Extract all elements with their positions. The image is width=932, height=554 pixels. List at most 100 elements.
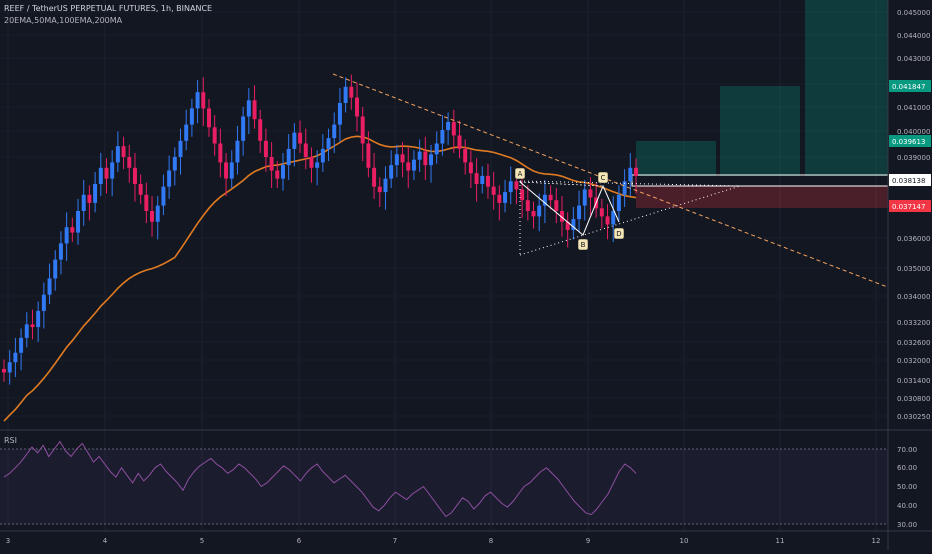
time-tick-2: 5	[200, 537, 204, 545]
candle-106	[605, 204, 610, 240]
pattern-point-B: B	[577, 238, 589, 251]
candle-body	[616, 194, 621, 211]
time-tick-7: 10	[680, 537, 689, 545]
candle-27	[155, 196, 160, 240]
rsi-band	[0, 449, 888, 524]
candle-18	[104, 158, 109, 194]
pattern-point-C: C	[597, 171, 609, 184]
candle-19	[110, 150, 115, 197]
price-label-1: 0.039613	[889, 135, 931, 147]
candle-40	[229, 150, 234, 189]
candle-37	[212, 115, 217, 156]
price-label-bg	[889, 135, 931, 147]
pattern-point-D: D	[613, 227, 625, 240]
candle-51	[292, 123, 297, 167]
candle-13	[76, 198, 81, 245]
candle-93	[531, 201, 536, 229]
candle-body	[269, 157, 274, 171]
candle-body	[36, 310, 41, 328]
candle-body	[70, 227, 75, 233]
candle-body	[246, 100, 251, 117]
candle-body	[468, 162, 473, 174]
candle-88	[503, 179, 508, 213]
price-label-0: 0.041847	[889, 80, 931, 92]
candle-60	[343, 77, 348, 113]
candle-42	[241, 107, 246, 156]
candle-46	[263, 128, 268, 172]
candle-10	[58, 231, 63, 275]
rsi-label: RSI	[4, 436, 17, 445]
candle-body	[571, 219, 576, 230]
price-tick-11: 0.032600	[897, 339, 930, 347]
candle-body	[58, 243, 63, 260]
candle-body	[577, 205, 582, 220]
time-tick-6: 9	[586, 537, 590, 545]
candle-25	[144, 182, 149, 224]
candle-body	[252, 100, 257, 120]
candle-1	[7, 350, 12, 385]
price-label-3: 0.037147	[889, 200, 931, 212]
candle-body	[451, 121, 456, 136]
candle-body	[309, 157, 314, 168]
candle-body	[76, 211, 81, 233]
candle-body	[155, 205, 160, 222]
trend-lines	[332, 73, 891, 289]
candle-body	[201, 92, 206, 109]
indicator-list[interactable]: 20EMA,50MA,100EMA,200MA	[4, 16, 123, 25]
price-label-text: 0.041847	[892, 83, 925, 91]
candle-body	[559, 211, 564, 222]
time-tick-5: 8	[489, 537, 493, 545]
candle-body	[184, 124, 189, 141]
ma-line	[3, 135, 637, 422]
candle-body	[554, 200, 559, 211]
candle-85	[485, 163, 490, 199]
price-label-text: 0.039613	[892, 138, 925, 146]
candle-body	[224, 162, 229, 179]
candle-4	[24, 312, 29, 348]
candle-body	[485, 175, 490, 187]
candle-body	[326, 138, 331, 149]
candle-body	[30, 324, 35, 328]
candle-108	[616, 185, 621, 221]
harmonic-pattern: A B C D	[514, 167, 625, 251]
candle-body	[355, 97, 360, 117]
candle-61	[349, 74, 354, 110]
candle-body	[24, 324, 29, 338]
time-axis: 3 4 5 6 7 8 9 10 11 12	[0, 530, 932, 545]
candle-30	[172, 147, 177, 186]
pattern-top-edge	[519, 180, 741, 187]
candle-body	[298, 132, 303, 144]
candle-70	[400, 142, 405, 178]
moving-average	[3, 135, 637, 422]
price-tick-2: 0.043000	[897, 55, 930, 63]
candle-3	[19, 328, 24, 371]
price-tick-0: 0.045000	[897, 9, 930, 17]
price-label-bg	[889, 200, 931, 212]
candle-body	[605, 216, 610, 225]
candle-17	[98, 152, 103, 197]
time-tick-1: 4	[103, 537, 108, 545]
candle-53	[303, 128, 308, 170]
support-trendline	[519, 185, 741, 256]
rsi-tick-0: 70.00	[897, 446, 917, 454]
candle-body	[161, 186, 166, 206]
price-label-text: 0.037147	[892, 203, 925, 211]
pattern-point-label: A	[518, 170, 523, 178]
candle-body	[440, 130, 445, 144]
candle-64	[366, 131, 371, 178]
candle-54	[309, 147, 314, 183]
candle-body	[366, 143, 371, 168]
pattern-point-badge	[597, 171, 609, 184]
candle-body	[195, 92, 200, 109]
price-tick-5: 0.040000	[897, 128, 930, 136]
abcd-path	[519, 181, 620, 236]
candle-body	[218, 143, 223, 163]
profit-zone-2	[720, 86, 800, 176]
candle-body	[463, 148, 468, 163]
candle-68	[389, 150, 394, 189]
price-tick-4: 0.041000	[897, 104, 930, 112]
candle-107	[611, 196, 616, 243]
candle-body	[628, 167, 633, 182]
